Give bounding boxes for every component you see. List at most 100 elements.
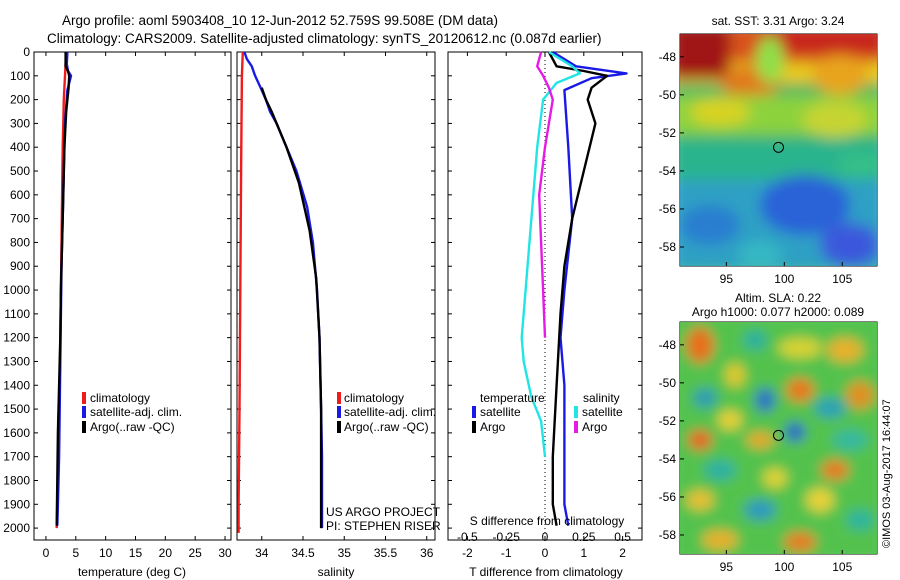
legend-swatch-satellite: [82, 406, 86, 418]
legend-header-temperature: temperature: [480, 391, 545, 405]
x-tick-label: 35: [338, 546, 352, 560]
x-tick-label: 20: [159, 546, 173, 560]
temperature-axes: [33, 51, 232, 541]
sla-argo-location-marker: [773, 429, 784, 441]
x-tick-label: -2: [462, 546, 473, 560]
series-line-satellite: [552, 50, 628, 526]
legend-swatch-argo: [82, 421, 86, 433]
y-tick-label: 1000: [3, 283, 30, 297]
legend-swatch-climatology: [82, 392, 86, 404]
map-y-tick-label: -48: [659, 338, 677, 352]
map-y-tick-label: -58: [659, 528, 677, 542]
map-y-tick-label: -56: [659, 490, 677, 504]
sla-map-title: Altim. SLA: 0.22: [735, 291, 821, 305]
map-x-tick-label: 100: [774, 272, 794, 286]
y-tick-label: 1200: [3, 331, 30, 345]
y-tick-label: 800: [10, 235, 30, 249]
legend-label-t-argo: Argo: [480, 420, 506, 434]
x-tick-label: 5: [72, 546, 79, 560]
series-line-satellite-adj-clim-: [56, 51, 73, 526]
map-y-tick-label: -52: [659, 126, 677, 140]
y-tick-label: 1400: [3, 378, 30, 392]
x-tick-label: 30: [218, 546, 232, 560]
map-y-tick-label: -56: [659, 202, 677, 216]
difference-top-xlabel: S difference from climatology: [470, 514, 625, 528]
map-y-tick-label: -48: [659, 50, 677, 64]
difference-xlabel: T difference from climatology: [469, 565, 623, 579]
figure-title-line1: Argo profile: aoml 5903408_10 12-Jun-201…: [62, 13, 498, 28]
map-y-tick-label: -54: [659, 452, 677, 466]
y-tick-label: 1600: [3, 426, 30, 440]
pi-credit: PI: STEPHEN RISER: [326, 519, 441, 533]
top-axis-tick-label: -0.5: [457, 530, 478, 544]
sst-map-title: sat. SST: 3.31 Argo: 3.24: [712, 14, 845, 28]
map-y-tick-label: -52: [659, 414, 677, 428]
x-tick-label: 0: [542, 546, 549, 560]
series-line-argo: [536, 51, 554, 338]
salinity-plot: 34 34.5 35 35.5 36: [237, 51, 435, 560]
y-tick-label: 200: [10, 93, 30, 107]
series-line-argo: [547, 51, 609, 526]
map-x-tick-label: 105: [832, 272, 852, 286]
sst-argo-location-marker: [773, 141, 784, 153]
y-tick-label: 400: [10, 140, 30, 154]
x-tick-label: -1: [501, 546, 512, 560]
x-tick-label: 34: [255, 546, 269, 560]
top-axis-tick-label: -0.25: [493, 530, 521, 544]
map-x-tick-label: 105: [832, 560, 852, 574]
salinity-xlabel: salinity: [318, 565, 355, 579]
map-x-tick-label: 95: [720, 560, 734, 574]
series-line-argo-raw-qc-: [260, 87, 323, 529]
map-y-tick-label: -58: [659, 240, 677, 254]
map-x-tick-label: 95: [720, 272, 734, 286]
y-tick-label: 2000: [3, 521, 30, 535]
salinity-axes: [236, 51, 436, 541]
map-y-tick-label: -54: [659, 164, 677, 178]
temperature-legend: climatology satellite-adj. clim. Argo(..…: [82, 391, 182, 434]
legend-swatch-t-satellite: [472, 406, 476, 418]
x-tick-label: 1: [580, 546, 587, 560]
legend-swatch-climatology: [337, 392, 341, 404]
difference-legend: temperature salinity satellite Argo sate…: [472, 391, 623, 434]
temperature-xlabel: temperature (deg C): [78, 565, 186, 579]
y-tick-label: 1100: [4, 307, 30, 321]
legend-swatch-argo: [337, 421, 341, 433]
y-tick-label: 900: [10, 259, 30, 273]
legend-header-salinity: salinity: [583, 391, 620, 405]
figure-title-line2: Climatology: CARS2009. Satellite-adjuste…: [47, 31, 602, 46]
legend-label-climatology: climatology: [344, 391, 404, 405]
x-tick-label: 35.5: [374, 546, 398, 560]
x-tick-label: 0: [43, 546, 50, 560]
legend-swatch-s-satellite: [574, 406, 578, 418]
map-y-tick-label: -50: [659, 88, 677, 102]
legend-swatch-satellite: [337, 406, 341, 418]
y-tick-label: 500: [10, 164, 30, 178]
sla-map-subtitle: Argo h1000: 0.077 h2000: 0.089: [692, 305, 864, 319]
legend-label-satellite: satellite-adj. clim.: [90, 405, 182, 419]
series-line-satellite: [520, 50, 582, 457]
legend-label-satellite: satellite-adj. clim.: [344, 405, 436, 419]
salinity-legend: climatology satellite-adj. clim. Argo(..…: [337, 391, 436, 434]
legend-label-argo: Argo(..raw -QC): [90, 420, 175, 434]
x-tick-label: 15: [129, 546, 143, 560]
top-axis-tick-label: 0.25: [572, 530, 596, 544]
x-tick-label: 2: [619, 546, 626, 560]
y-tick-label: 1300: [3, 354, 30, 368]
map-x-tick-label: 100: [774, 560, 794, 574]
y-tick-label: 600: [10, 188, 30, 202]
sla-map-ticks: 95 100 105 -48 -50 -52 -54 -56 -58: [659, 338, 853, 574]
y-tick-label: 300: [10, 116, 30, 130]
y-tick-label: 700: [10, 212, 30, 226]
y-tick-label: 0: [23, 45, 30, 59]
x-tick-label: 34.5: [291, 546, 315, 560]
sst-map-ticks: 95 100 105 -48 -50 -52 -54 -56 -58: [659, 50, 853, 286]
y-tick-label: 1500: [3, 402, 30, 416]
x-tick-label: 10: [99, 546, 113, 560]
y-tick-label: 1900: [3, 497, 30, 511]
x-tick-label: 36: [420, 546, 434, 560]
top-axis-tick-label: 0.5: [614, 530, 631, 544]
sst-heatmap: [680, 34, 877, 266]
x-tick-label: 25: [189, 546, 203, 560]
legend-label-s-argo: Argo: [582, 420, 608, 434]
